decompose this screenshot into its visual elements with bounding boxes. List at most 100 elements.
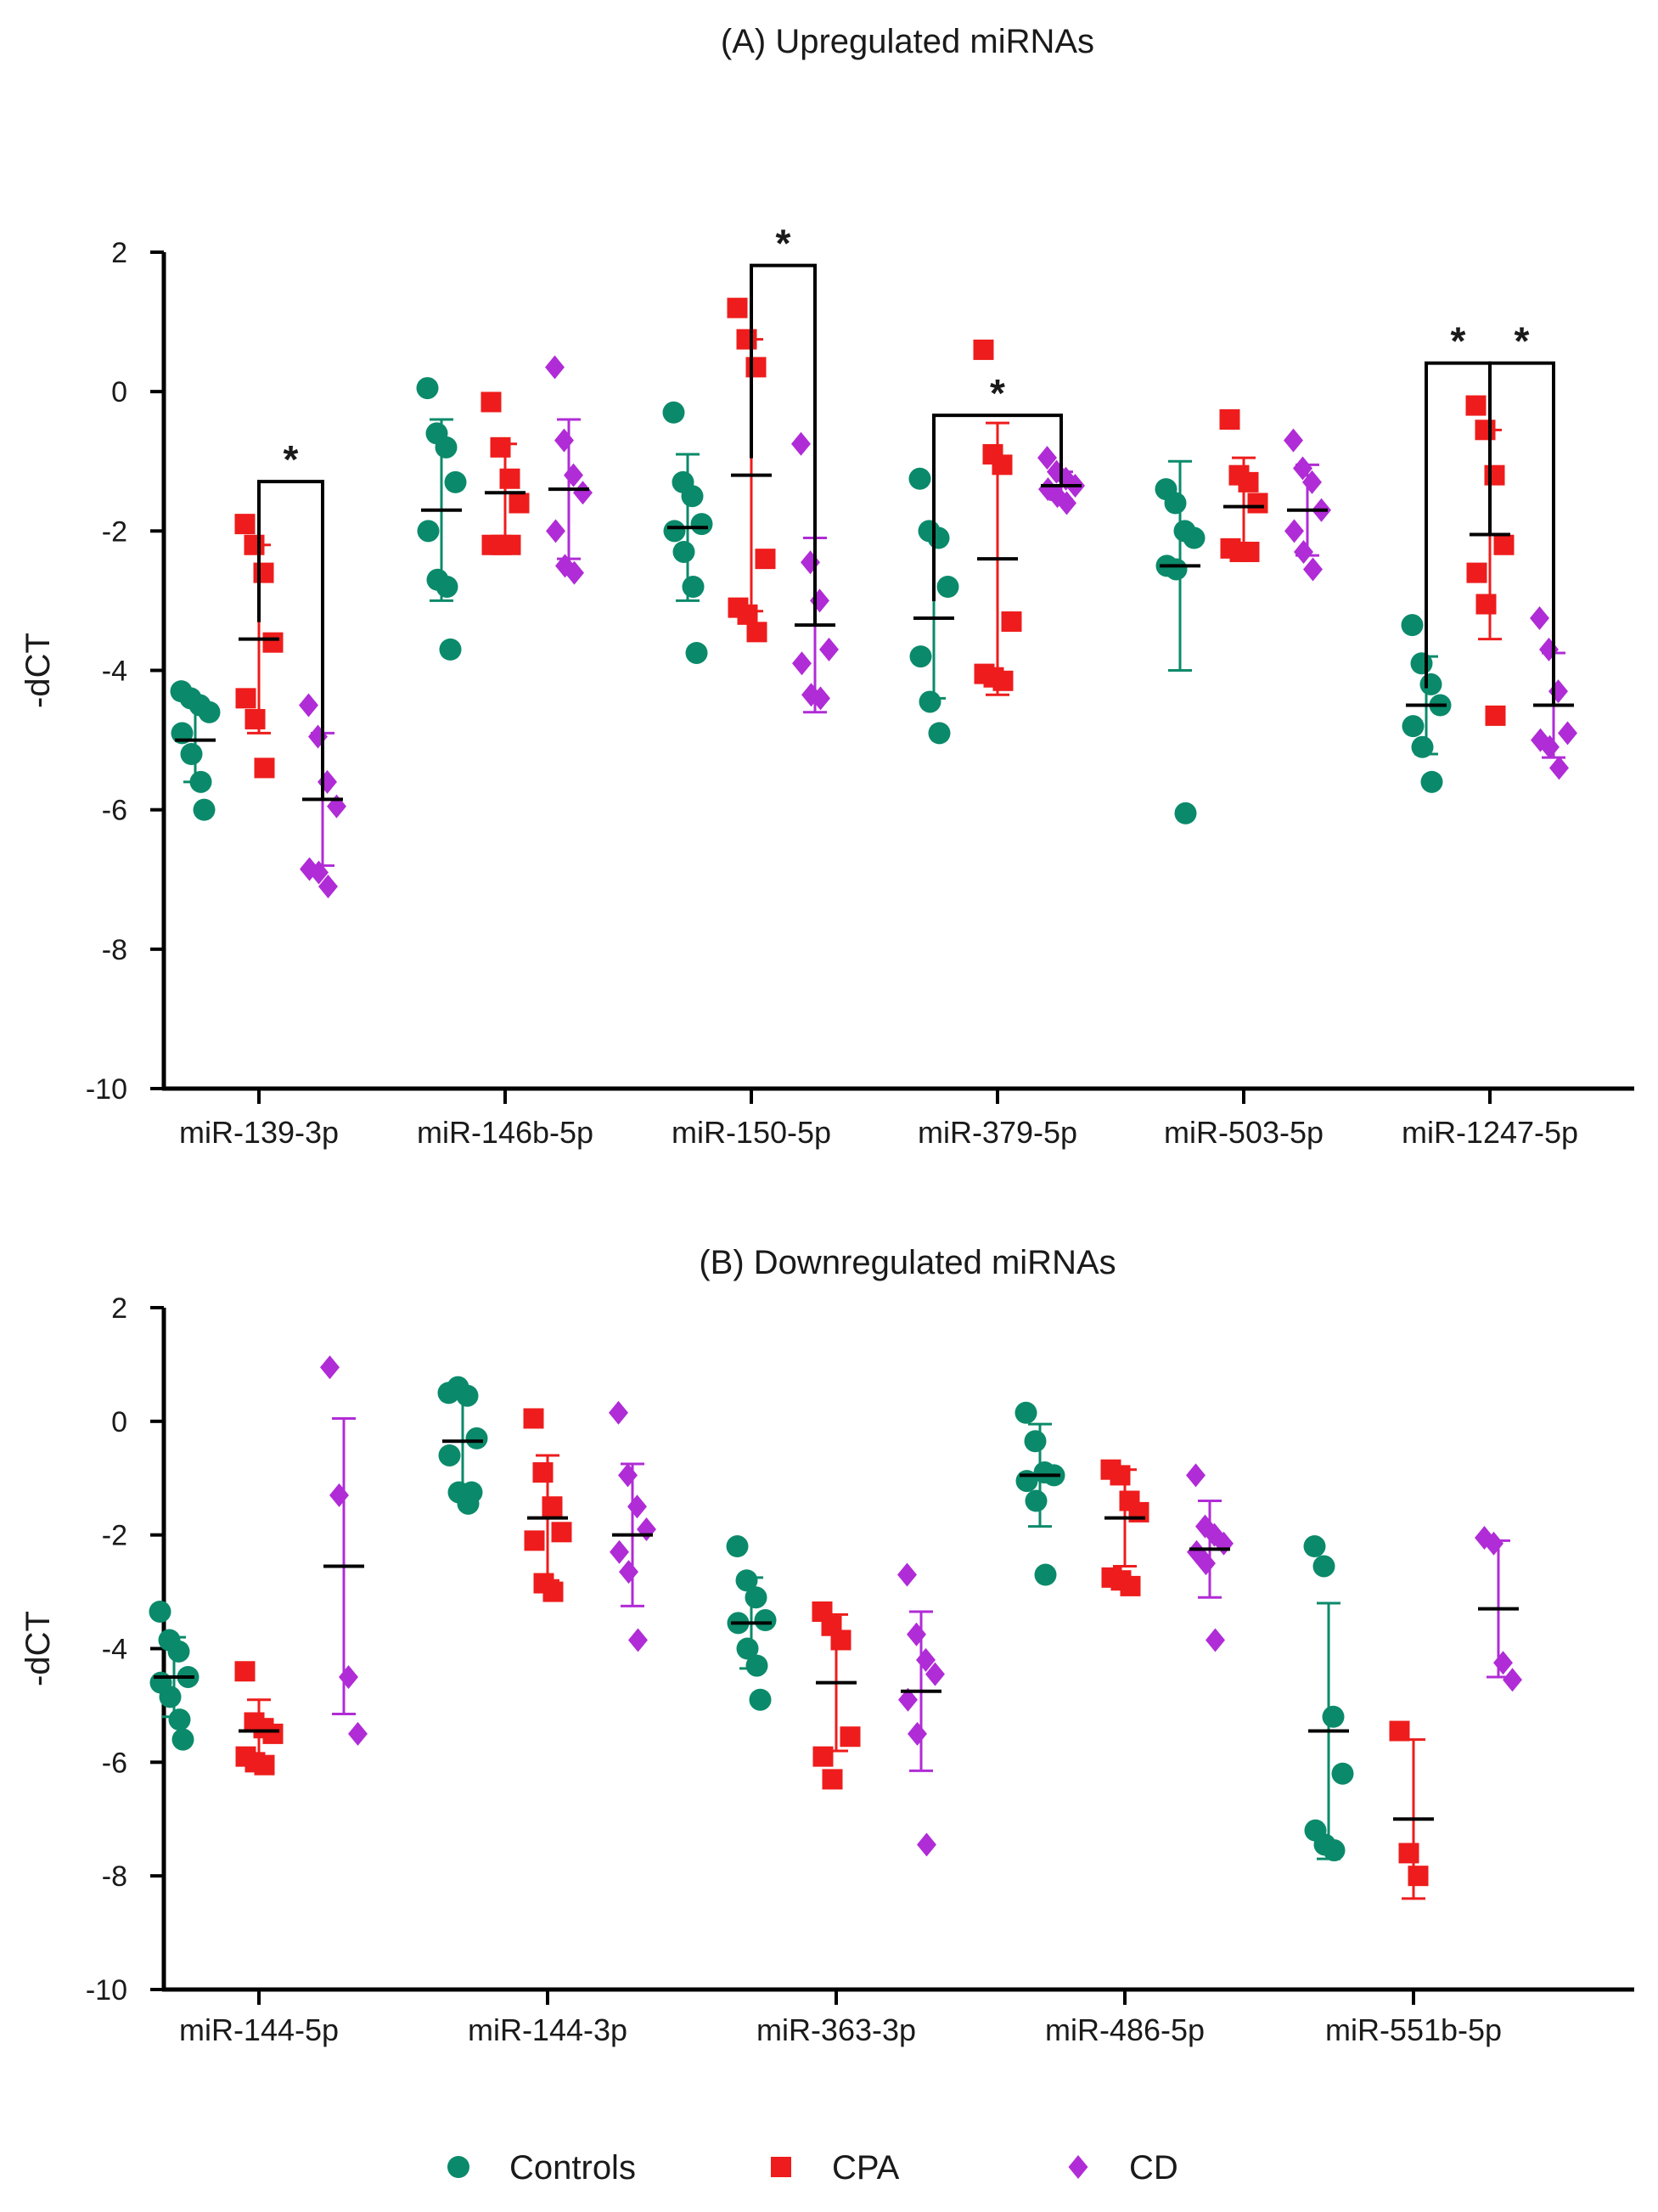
data-point-cpa xyxy=(992,454,1013,476)
y-tick-label: -4 xyxy=(102,1634,127,1666)
group-controls-4 xyxy=(1303,1535,1354,1862)
data-point-cpa xyxy=(1485,705,1506,726)
legend-item-cd: CD xyxy=(1068,2149,1178,2187)
data-point-cpa xyxy=(234,1661,256,1682)
legend-item-cpa: CPA xyxy=(771,2149,900,2187)
bracket-line xyxy=(750,263,817,626)
group-cpa-0 xyxy=(234,1661,284,1776)
y-tick-label: -8 xyxy=(102,934,127,966)
category-label: miR-139-3p xyxy=(179,1115,339,1150)
data-point-controls xyxy=(1401,614,1424,637)
data-point-controls xyxy=(465,1427,488,1449)
data-point-cpa xyxy=(262,1723,284,1744)
data-point-cd xyxy=(898,1687,918,1712)
category-label: miR-1247-5p xyxy=(1402,1115,1578,1150)
data-point-cd xyxy=(348,1721,368,1746)
data-point-controls xyxy=(444,470,467,493)
data-point-controls xyxy=(749,1688,772,1711)
data-point-cpa xyxy=(1484,464,1505,486)
significance-bracket: * xyxy=(932,371,1063,601)
significance-bracket: * xyxy=(1488,319,1555,706)
data-point-controls xyxy=(936,576,959,598)
data-point-controls xyxy=(928,722,951,745)
data-point-cd xyxy=(925,1662,945,1686)
y-tick-label: 2 xyxy=(111,1292,127,1325)
chart-title: (A) Upregulated miRNAs xyxy=(721,23,1094,60)
data-point-cpa xyxy=(235,688,256,709)
data-point-controls xyxy=(436,576,458,598)
data-point-controls xyxy=(168,1708,191,1731)
data-point-cd xyxy=(628,1628,648,1652)
y-axis-label: -dCT xyxy=(20,1611,57,1686)
significance-star: * xyxy=(1451,319,1466,363)
data-point-cpa xyxy=(1398,1843,1419,1864)
data-point-controls xyxy=(435,436,458,459)
data-point-controls xyxy=(1164,492,1187,515)
data-point-cpa xyxy=(1001,611,1022,633)
data-point-cd xyxy=(1530,605,1549,630)
significance-star: * xyxy=(284,437,299,481)
y-tick-label: 2 xyxy=(111,237,127,269)
data-point-cpa xyxy=(992,670,1014,691)
data-point-cd xyxy=(791,431,811,456)
category-label: miR-150-5p xyxy=(672,1115,831,1150)
data-point-cpa xyxy=(737,604,758,625)
group-cpa-4 xyxy=(1219,409,1268,562)
data-point-cd xyxy=(917,1832,936,1857)
data-point-cpa xyxy=(727,297,748,318)
group-cpa-1 xyxy=(523,1408,572,1602)
data-point-controls xyxy=(726,1535,749,1558)
data-point-cpa xyxy=(532,1462,554,1483)
data-point-controls xyxy=(198,701,221,723)
data-point-cd xyxy=(897,1562,917,1587)
data-point-cpa xyxy=(1389,1720,1410,1742)
legend-marker-cpa xyxy=(771,2157,791,2177)
data-point-controls xyxy=(1402,715,1425,738)
data-point-cpa xyxy=(542,1581,564,1602)
y-tick-label: -4 xyxy=(102,656,127,688)
data-point-controls xyxy=(149,1601,171,1624)
data-point-cpa xyxy=(1238,471,1259,492)
y-tick-label: -10 xyxy=(86,1073,127,1106)
data-point-controls xyxy=(662,401,685,424)
data-point-controls xyxy=(439,638,462,661)
data-point-controls xyxy=(1322,1705,1345,1728)
group-cpa-1 xyxy=(481,391,530,555)
data-point-controls xyxy=(919,690,941,713)
data-point-cpa xyxy=(254,757,275,779)
data-point-cpa xyxy=(1110,1465,1131,1486)
data-point-cpa xyxy=(812,1746,834,1767)
y-tick-label: 0 xyxy=(111,1406,127,1438)
legend-label: Controls xyxy=(509,2149,636,2187)
group-controls-2 xyxy=(726,1535,777,1711)
group-controls-5 xyxy=(1401,614,1452,793)
data-point-cd xyxy=(819,637,839,661)
bracket-line xyxy=(257,480,324,800)
group-cd-2 xyxy=(897,1562,945,1857)
category-label: miR-503-5p xyxy=(1164,1115,1324,1150)
data-point-controls xyxy=(663,520,686,543)
data-point-cpa xyxy=(551,1522,572,1543)
data-point-controls xyxy=(171,1728,194,1751)
y-tick-label: -2 xyxy=(102,1520,127,1552)
panel-b-downregulated: (B) Downregulated miRNAs -dCT 2 0 -2 -4 -6 -8 -1… xyxy=(20,1244,1634,2047)
data-point-cpa xyxy=(1465,395,1487,416)
data-point-controls xyxy=(417,520,440,543)
chart-title: (B) Downregulated miRNAs xyxy=(699,1244,1116,1281)
group-cd-0 xyxy=(320,1355,368,1746)
group-controls-0 xyxy=(170,680,221,821)
data-point-cpa xyxy=(262,632,284,653)
data-point-cpa xyxy=(1475,594,1497,615)
group-cpa-0 xyxy=(234,514,284,779)
legend-marker-cd xyxy=(1068,2155,1088,2179)
data-point-cd xyxy=(1206,1628,1225,1652)
data-point-controls xyxy=(1165,558,1188,581)
legend-label: CPA xyxy=(832,2149,900,2187)
data-point-controls xyxy=(1024,1430,1047,1453)
group-cpa-2 xyxy=(812,1601,861,1790)
data-point-cd xyxy=(1549,756,1569,780)
y-tick-label: -2 xyxy=(102,515,127,548)
data-point-cpa xyxy=(1219,409,1240,430)
data-point-controls xyxy=(681,485,704,508)
